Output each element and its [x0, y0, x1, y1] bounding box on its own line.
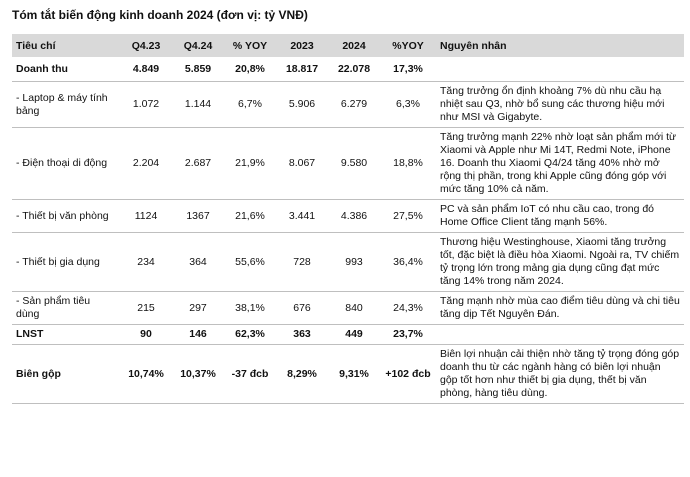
- table-cell: 36,4%: [380, 232, 436, 292]
- table-cell: 18.817: [276, 57, 328, 82]
- table-cell: 676: [276, 291, 328, 325]
- header-cell: Q4.23: [120, 34, 172, 57]
- table-cell: 6.279: [328, 81, 380, 128]
- header-cell: Tiêu chí: [12, 34, 120, 57]
- table-cell: 363: [276, 324, 328, 345]
- table-cell: 1.144: [172, 81, 224, 128]
- table-cell: 1367: [172, 199, 224, 233]
- table-cell: 20,8%: [224, 57, 276, 82]
- table-cell: 10,37%: [172, 344, 224, 404]
- table-cell: 18,8%: [380, 127, 436, 200]
- table-cell: 22.078: [328, 57, 380, 82]
- table-cell: 2.687: [172, 127, 224, 200]
- table-cell: LNST: [12, 324, 120, 345]
- table-cell: Biên gộp: [12, 344, 120, 404]
- table-cell: 3.441: [276, 199, 328, 233]
- table-cell: 10,74%: [120, 344, 172, 404]
- table-row: - Laptop & máy tính bảng 1.072 1.144 6,7% 5.…: [12, 81, 684, 128]
- header-cell: Nguyên nhân: [436, 34, 684, 57]
- table-cell: - Thiết bị gia dụng: [12, 232, 120, 292]
- table-cell: Thương hiệu Westinghouse, Xiaomi tăng tr…: [436, 232, 684, 292]
- table-cell: [436, 57, 684, 82]
- table-cell: [436, 324, 684, 345]
- table-cell: Tăng mạnh nhờ mùa cao điểm tiêu dùng và …: [436, 291, 684, 325]
- table-row: LNST 90 146 62,3% 363 449 23,7%: [12, 324, 684, 345]
- table-cell: 27,5%: [380, 199, 436, 233]
- header-cell: %YOY: [380, 34, 436, 57]
- table-row: Biên gộp 10,74% 10,37% -37 đcb 8,29% 9,31% +10…: [12, 344, 684, 404]
- summary-table: Tiêu chí Q4.23 Q4.24% YOY 2023 2024 %YOY Nguyê…: [12, 34, 684, 404]
- table-row: - Thiết bị gia dụng 234 364 55,6% 728 993 36,4…: [12, 232, 684, 292]
- table-cell: - Sản phẩm tiêu dùng: [12, 291, 120, 325]
- table-cell: 8,29%: [276, 344, 328, 404]
- table-cell: PC và sản phẩm IoT có nhu cầu cao, trong…: [436, 199, 684, 233]
- table-cell: 1.072: [120, 81, 172, 128]
- table-cell: 90: [120, 324, 172, 345]
- table-cell: 21,9%: [224, 127, 276, 200]
- table-cell: Biên lợi nhuận cải thiện nhờ tăng tỷ trọ…: [436, 344, 684, 404]
- table-cell: Doanh thu: [12, 57, 120, 82]
- header-cell: 2023: [276, 34, 328, 57]
- table-cell: Tăng trưởng mạnh 22% nhờ loạt sản phẩm m…: [436, 127, 684, 200]
- table-cell: 55,6%: [224, 232, 276, 292]
- table-row: - Sản phẩm tiêu dùng 215 297 38,1% 676 840 24,…: [12, 291, 684, 325]
- table-cell: 297: [172, 291, 224, 325]
- table-cell: 8.067: [276, 127, 328, 200]
- table-cell: 9,31%: [328, 344, 380, 404]
- title: Tóm tắt biến động kinh doanh 2024 (đơn v…: [12, 8, 308, 22]
- table-cell: 5.906: [276, 81, 328, 128]
- table-row: - Điện thoại di động 2.204 2.687 21,9% 8.067…: [12, 127, 684, 200]
- table-cell: 234: [120, 232, 172, 292]
- table-cell: 38,1%: [224, 291, 276, 325]
- table-cell: 449: [328, 324, 380, 345]
- table-cell: 21,6%: [224, 199, 276, 233]
- table-body: Doanh thu 4.849 5.859 20,8% 18.817 22.078 17,3…: [12, 57, 684, 404]
- table-cell: - Thiết bị văn phòng: [12, 199, 120, 233]
- table-cell: 993: [328, 232, 380, 292]
- table-cell: +102 đcb: [380, 344, 436, 404]
- header-row: Tiêu chí Q4.23 Q4.24% YOY 2023 2024 %YOY Nguyê…: [12, 34, 684, 57]
- table-cell: 840: [328, 291, 380, 325]
- table-cell: 4.386: [328, 199, 380, 233]
- table-cell: 364: [172, 232, 224, 292]
- table-cell: 17,3%: [380, 57, 436, 82]
- table-row: Doanh thu 4.849 5.859 20,8% 18.817 22.078 17,3…: [12, 57, 684, 82]
- table-cell: Tăng trưởng ổn định khoảng 7% dù nhu cầu…: [436, 81, 684, 128]
- table-cell: 1124: [120, 199, 172, 233]
- table-cell: 4.849: [120, 57, 172, 82]
- table-cell: 728: [276, 232, 328, 292]
- table-cell: 6,7%: [224, 81, 276, 128]
- header-cell: Q4.24: [172, 34, 224, 57]
- table-cell: 2.204: [120, 127, 172, 200]
- table-cell: 62,3%: [224, 324, 276, 345]
- table-cell: 146: [172, 324, 224, 345]
- table-cell: 5.859: [172, 57, 224, 82]
- table-row: - Thiết bị văn phòng 1124 1367 21,6% 3.441 4.…: [12, 199, 684, 233]
- table-cell: - Điện thoại di động: [12, 127, 120, 200]
- header-cell: % YOY: [224, 34, 276, 57]
- table-cell: - Laptop & máy tính bảng: [12, 81, 120, 128]
- table-cell: 6,3%: [380, 81, 436, 128]
- table-cell: 215: [120, 291, 172, 325]
- header-cell: 2024: [328, 34, 380, 57]
- table-cell: 23,7%: [380, 324, 436, 345]
- table-cell: 9.580: [328, 127, 380, 200]
- table-cell: 24,3%: [380, 291, 436, 325]
- table-cell: -37 đcb: [224, 344, 276, 404]
